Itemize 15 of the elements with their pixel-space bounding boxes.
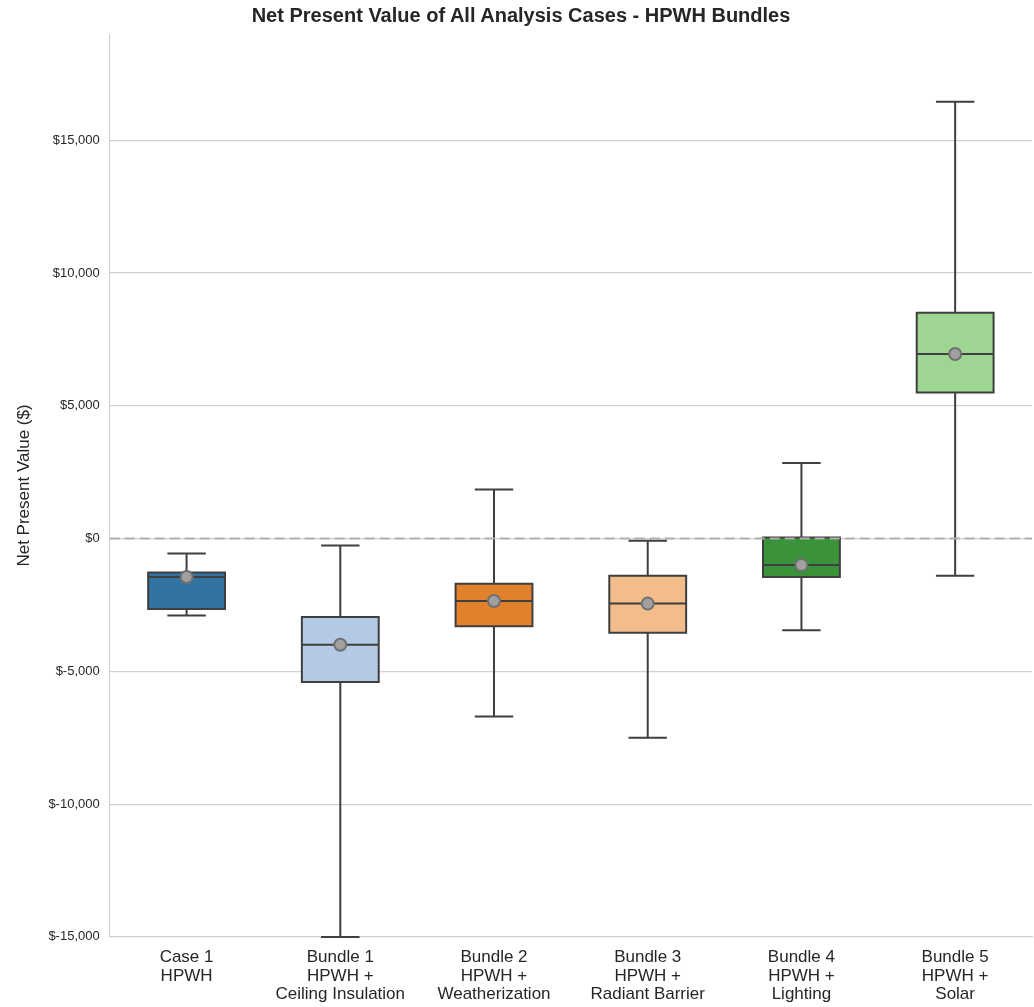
- y-axis-title: Net Present Value ($): [13, 404, 33, 567]
- y-tick-label: $5,000: [59, 397, 100, 413]
- y-tick-label: $-5,000: [55, 662, 100, 678]
- y-tick-label: $-10,000: [48, 795, 100, 811]
- x-tick-label: Bundle 3 HPWH + Radiant Barrier: [590, 946, 706, 1004]
- y-tick-label: $-15,000: [48, 928, 100, 944]
- y-tick-label: $10,000: [52, 264, 100, 280]
- x-tick-label: Case 1 HPWH: [159, 946, 214, 985]
- x-tick-label: Bundle 1 HPWH + Ceiling Insulation: [275, 946, 406, 1004]
- y-tick-label: $0: [85, 530, 100, 546]
- chart-title: Net Present Value of All Analysis Cases - HPWH Bundles: [251, 3, 791, 26]
- x-tick-label: Bundle 4 HPWH + Lighting: [767, 946, 835, 1004]
- x-tick-label: Bundle 5 HPWH + Solar: [921, 946, 989, 1004]
- x-tick-label: Bundle 2 HPWH + Weatherization: [437, 946, 551, 1004]
- y-tick-label: $15,000: [52, 131, 100, 147]
